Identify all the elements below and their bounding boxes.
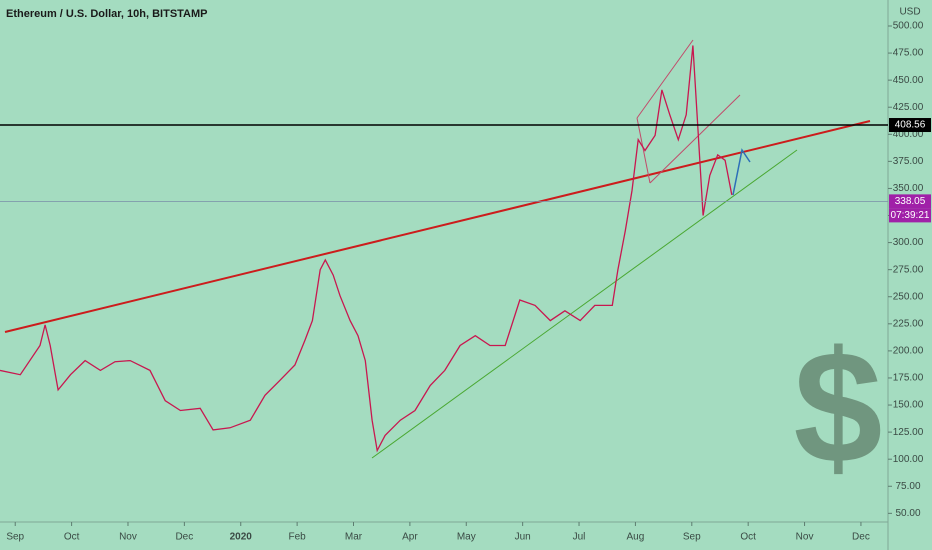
y-tick-label: 425.00 [893,102,924,113]
y-tick-label: 100.00 [893,454,924,465]
price-label: 408.56 [895,120,926,131]
x-tick-label: Sep [683,532,701,543]
y-tick-label: 275.00 [893,264,924,275]
y-tick-label: 300.00 [893,237,924,248]
x-tick-label: Apr [402,532,418,543]
y-tick-label: 400.00 [893,129,924,140]
x-tick-label: Jun [515,532,531,543]
price-label-box [889,118,931,133]
x-tick-label: Feb [289,532,307,543]
price-label-box [889,194,931,209]
currency-label: USD [899,7,920,18]
y-tick-label: 200.00 [893,346,924,357]
x-tick-label: Oct [64,532,80,543]
x-tick-label: Mar [345,532,363,543]
y-tick-label: 75.00 [895,481,920,492]
price-line [0,45,733,453]
x-tick-label: Dec [175,532,193,543]
countdown-label: 07:39:21 [891,210,930,221]
x-tick-label: Dec [852,532,870,543]
y-tick-label: 125.00 [893,427,924,438]
x-tick-label: Oct [740,532,756,543]
price-label: 338.05 [895,196,926,207]
y-tick-label: 50.00 [895,508,920,519]
y-tick-label: 500.00 [893,21,924,32]
channel-side [636,117,651,184]
x-tick-label: Jul [573,532,586,543]
x-tick-label: Sep [6,532,24,543]
dollar-icon: $ [794,317,883,496]
x-tick-label: May [457,532,476,543]
chart-title: Ethereum / U.S. Dollar, 10h, BITSTAMP [6,8,208,20]
channel-top [636,39,694,119]
y-tick-label: 350.00 [893,183,924,194]
y-tick-label: 150.00 [893,400,924,411]
countdown-box [889,208,931,223]
x-tick-label: Aug [627,532,645,543]
x-tick-label: Nov [796,532,814,543]
y-tick-label: 175.00 [893,373,924,384]
channel-bottom [649,94,741,184]
x-tick-label: 2020 [230,532,253,543]
y-tick-label: 375.00 [893,156,924,167]
resistance-trendline [4,120,871,333]
x-tick-label: Nov [119,532,137,543]
y-tick-label: 450.00 [893,75,924,86]
y-tick-label: 225.00 [893,318,924,329]
y-tick-label: 250.00 [893,291,924,302]
y-tick-label: 475.00 [893,48,924,59]
projection-arrow [732,148,751,196]
